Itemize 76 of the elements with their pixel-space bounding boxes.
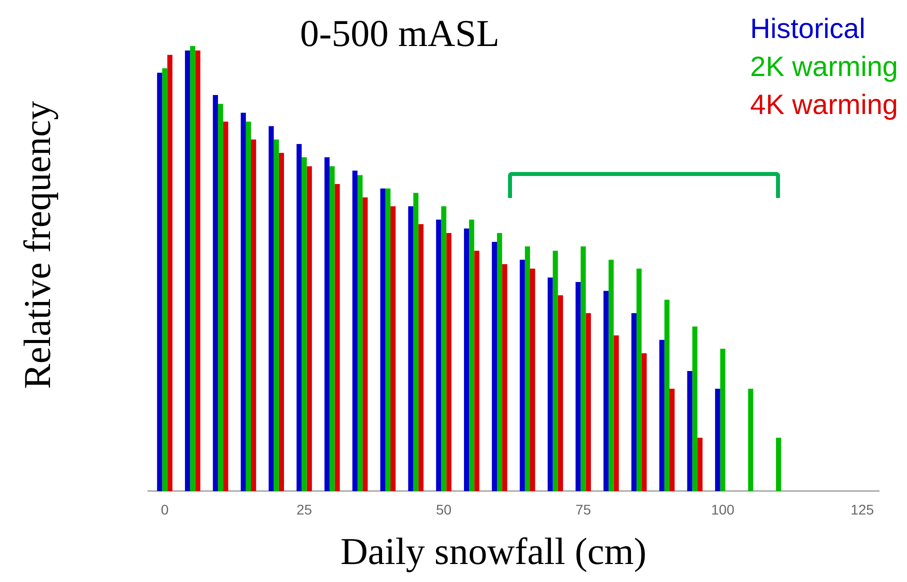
bar <box>603 290 609 492</box>
bar <box>296 144 302 492</box>
bar <box>195 50 200 492</box>
bar <box>614 335 619 492</box>
bar <box>223 122 228 492</box>
bar <box>212 94 218 492</box>
bar <box>246 122 251 492</box>
bar <box>385 188 391 492</box>
bar <box>687 370 692 492</box>
bar <box>502 264 508 492</box>
bar <box>580 246 586 492</box>
text: 2K warming <box>750 50 898 84</box>
bar <box>631 313 636 492</box>
y-axis-title: Relative frequency <box>16 100 60 390</box>
bar <box>357 175 363 492</box>
bar <box>715 388 720 492</box>
x-tick-label: 25 <box>296 501 312 518</box>
bar <box>408 206 414 492</box>
bar <box>748 388 754 492</box>
x-axis-title: Daily snowfall (cm) <box>339 530 648 574</box>
bar <box>670 388 675 492</box>
bar <box>524 246 530 492</box>
bar <box>362 197 368 492</box>
bar <box>664 300 670 492</box>
bar <box>552 250 558 492</box>
x-tick-label: 100 <box>711 501 735 518</box>
bar <box>446 232 452 492</box>
bar <box>520 260 525 492</box>
bar <box>274 139 279 492</box>
bar <box>636 268 642 492</box>
x-tick-label: 0 <box>160 501 169 518</box>
text: Historical <box>750 12 866 46</box>
bar <box>162 68 168 492</box>
bar <box>334 184 340 492</box>
bar <box>464 228 470 492</box>
bar <box>330 166 335 492</box>
bar <box>436 220 442 492</box>
bar <box>352 170 358 492</box>
bar <box>240 112 246 492</box>
bar <box>390 206 396 492</box>
bar <box>268 126 274 492</box>
chart-title: 0-500 mASL <box>300 12 500 56</box>
bar <box>413 192 418 492</box>
bar <box>184 50 190 492</box>
bar <box>558 295 564 492</box>
bar <box>306 166 312 492</box>
bar <box>190 46 196 492</box>
bar <box>496 232 502 492</box>
bar <box>380 188 386 492</box>
bar <box>157 72 162 492</box>
bar <box>659 340 664 492</box>
bar <box>776 438 782 492</box>
bar <box>608 260 614 492</box>
bar <box>324 157 330 492</box>
bar <box>492 242 497 492</box>
bar <box>278 152 284 492</box>
bar <box>441 206 446 492</box>
x-tick-label: 125 <box>850 501 874 518</box>
bar <box>548 278 553 492</box>
bar <box>302 157 307 492</box>
text: 4K warming <box>750 88 898 122</box>
bar <box>418 224 424 492</box>
bar <box>251 139 256 492</box>
bar <box>576 282 581 492</box>
bar <box>697 438 703 492</box>
bar <box>218 104 224 492</box>
bar <box>167 54 172 492</box>
bar <box>642 353 647 492</box>
bar <box>474 250 480 492</box>
bar <box>720 348 726 492</box>
bar <box>586 313 591 492</box>
x-tick-label: 75 <box>575 501 592 518</box>
bar <box>530 268 536 492</box>
bar <box>469 220 474 492</box>
bar <box>692 326 698 492</box>
x-tick-label: 50 <box>436 501 452 518</box>
